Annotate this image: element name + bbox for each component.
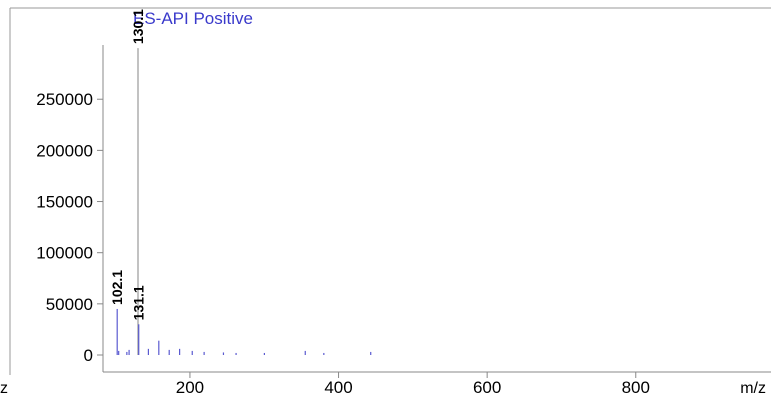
peak-label: 131.1: [131, 285, 147, 320]
x-tick-label: 600: [473, 378, 501, 397]
y-tick-label: 200000: [36, 141, 93, 160]
x-axis-label: m/z: [740, 380, 766, 397]
peak-label: 130.1: [130, 9, 146, 44]
cut-label: z: [0, 380, 8, 397]
chart-title: ES-API Positive: [133, 9, 253, 28]
x-tick-label: 200: [176, 378, 204, 397]
y-tick-label: 0: [84, 346, 93, 365]
y-tick-label: 100000: [36, 244, 93, 263]
y-tick-label: 150000: [36, 193, 93, 212]
y-tick-label: 250000: [36, 90, 93, 109]
x-tick-label: 800: [622, 378, 650, 397]
y-tick-label: 50000: [46, 295, 93, 314]
peak-label: 102.1: [109, 270, 125, 305]
x-tick-label: 400: [324, 378, 352, 397]
